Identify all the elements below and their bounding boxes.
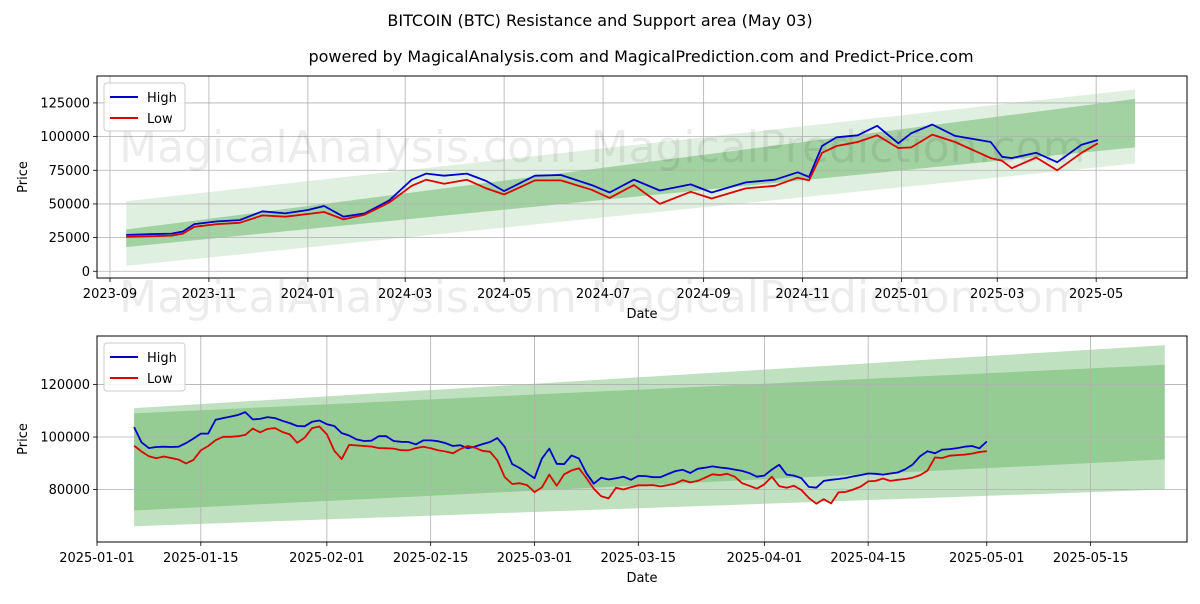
series-line-high <box>133 411 988 489</box>
y-tick-label: 125000 <box>40 96 90 111</box>
chart-panel-2: 2025-01-01 2025-01-15 2025-02-01 2025-02-15… <box>16 272 1188 586</box>
plot-frame <box>96 335 1188 543</box>
legend: High Low <box>103 342 186 392</box>
chart-panels: 2023-09 2023-11 2024-01 2024-03 2024-05 2024-… <box>16 75 1188 586</box>
y-tick-label: 120000 <box>40 378 90 393</box>
series-line-high <box>126 123 1099 236</box>
x-tick-label: 2023-09 <box>83 287 137 302</box>
x-tick-label: 2025-05-01 <box>949 551 1025 566</box>
x-axis-label: Date <box>626 307 657 322</box>
legend: High Low <box>103 82 186 132</box>
x-tick-label: 2025-03-01 <box>497 551 573 566</box>
chart-panel-1: 2023-09 2023-11 2024-01 2024-03 2024-05 2024-… <box>16 75 1188 322</box>
chart-title: BITCOIN (BTC) Resistance and Support are… <box>387 11 812 30</box>
y-tick-label: 100000 <box>40 130 90 145</box>
x-tick-label: 2025-04-15 <box>830 551 906 566</box>
x-tick-label: 2025-02-15 <box>393 551 469 566</box>
x-tick-label: 2024-09 <box>676 287 730 302</box>
x-tick-label: 2025-01-01 <box>59 551 135 566</box>
y-tick-label: 75000 <box>49 164 90 179</box>
band-2 <box>126 98 1136 248</box>
x-tick-label: 2024-01 <box>281 287 335 302</box>
watermark-analysis: MagicalAnalysis.com <box>119 272 577 323</box>
watermark-prediction: MagicalPrediction.com <box>591 272 1086 323</box>
grid: 2025-01-01 2025-01-15 2025-02-01 2025-02-15… <box>40 336 1187 566</box>
y-axis-label: Price <box>16 423 31 455</box>
series-line-low <box>133 425 987 505</box>
x-tick-label: 2024-05 <box>477 287 531 302</box>
legend-label-low: Low <box>147 112 173 127</box>
plot-frame <box>96 75 1188 279</box>
x-tick-label: 2024-03 <box>378 287 432 302</box>
x-tick-label: 2025-01-15 <box>163 551 239 566</box>
x-tick-label: 2025-05-15 <box>1053 551 1129 566</box>
y-tick-label: 0 <box>82 265 90 280</box>
chart-subtitle: powered by MagicalAnalysis.com and Magic… <box>308 47 973 66</box>
x-tick-label: 2025-04-01 <box>727 551 803 566</box>
series-line-low <box>126 133 1099 238</box>
y-axis-label: Price <box>16 161 31 193</box>
band-2 <box>134 364 1165 511</box>
watermark-analysis: MagicalAnalysis.com <box>119 122 577 173</box>
watermark-prediction: MagicalPrediction.com <box>591 122 1086 173</box>
x-tick-label: 2025-05 <box>1069 287 1123 302</box>
x-tick-label: 2024-07 <box>576 287 630 302</box>
x-tick-label: 2025-03-15 <box>601 551 677 566</box>
x-axis-label: Date <box>626 571 657 586</box>
legend-label-high: High <box>147 351 177 366</box>
y-tick-label: 100000 <box>40 431 90 446</box>
x-tick-label: 2023-11 <box>182 287 236 302</box>
band-1 <box>134 345 1165 527</box>
legend-label-high: High <box>147 91 177 106</box>
x-tick-label: 2024-11 <box>775 287 829 302</box>
y-tick-label: 25000 <box>49 231 90 246</box>
y-tick-label: 80000 <box>49 483 90 498</box>
legend-label-low: Low <box>147 372 173 387</box>
y-tick-label: 50000 <box>49 197 90 212</box>
x-tick-label: 2025-03 <box>970 287 1024 302</box>
grid: 2023-09 2023-11 2024-01 2024-03 2024-05 2024-… <box>40 76 1187 302</box>
x-tick-label: 2025-02-01 <box>289 551 365 566</box>
band-1 <box>126 89 1136 266</box>
x-tick-label: 2025-01 <box>874 287 928 302</box>
